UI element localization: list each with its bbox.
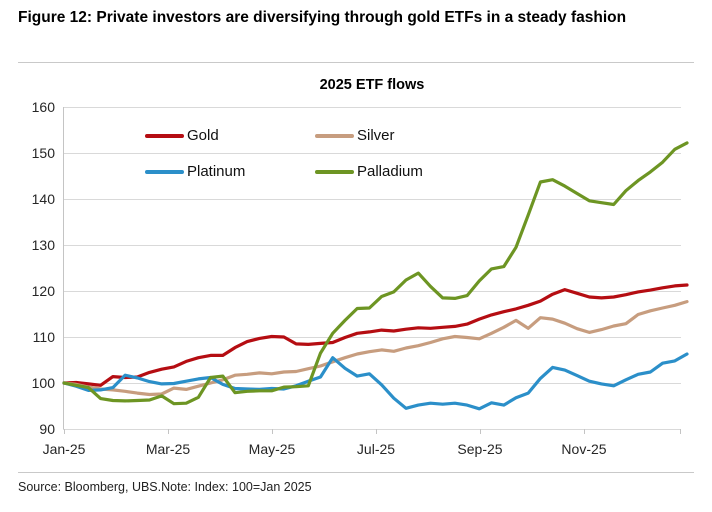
series-line-gold (62, 283, 689, 387)
y-tick-label-140: 140 (32, 191, 56, 207)
series-line-silver (62, 300, 689, 397)
legend-label-palladium: Palladium (357, 163, 423, 180)
title-divider (18, 62, 694, 63)
gold-line-swatch (145, 133, 184, 138)
legend-item-platinum: Platinum (145, 163, 315, 180)
y-tick-label-120: 120 (32, 283, 56, 299)
source-divider (18, 472, 694, 473)
legend-label-silver: Silver (357, 127, 395, 144)
palladium-line-swatch (315, 169, 354, 174)
x-tick-label-Jan-25: Jan-25 (43, 441, 86, 457)
series-line-platinum (62, 352, 689, 411)
legend-label-platinum: Platinum (187, 163, 246, 180)
silver-line-swatch (315, 133, 354, 138)
y-tick-label-150: 150 (32, 145, 56, 161)
legend-label-gold: Gold (187, 127, 219, 144)
x-tick-label-Sep-25: Sep-25 (457, 441, 502, 457)
legend-item-gold: Gold (145, 127, 315, 144)
legend-item-silver: Silver (315, 127, 423, 144)
source-note: Source: Bloomberg, UBS.Note: Index: 100=… (18, 480, 312, 494)
x-tick-label-Jul-25: Jul-25 (357, 441, 395, 457)
x-tick-label-Nov-25: Nov-25 (561, 441, 606, 457)
y-tick-label-110: 110 (33, 329, 56, 345)
x-tick-label-Mar-25: Mar-25 (146, 441, 191, 457)
y-tick-label-130: 130 (32, 237, 56, 253)
platinum-line-swatch (145, 169, 184, 174)
y-tick-label-90: 90 (39, 421, 55, 437)
y-tick-label-100: 100 (32, 375, 56, 391)
figure-title: Figure 12: Private investors are diversi… (18, 9, 627, 26)
y-tick-label-160: 160 (32, 99, 56, 115)
chart-legend: Gold Silver Platinum Palladium (145, 127, 423, 180)
series-line-palladium (62, 141, 689, 406)
legend-item-palladium: Palladium (315, 163, 423, 180)
x-tick-label-May-25: May-25 (249, 441, 296, 457)
chart-title: 2025 ETF flows (319, 77, 425, 93)
